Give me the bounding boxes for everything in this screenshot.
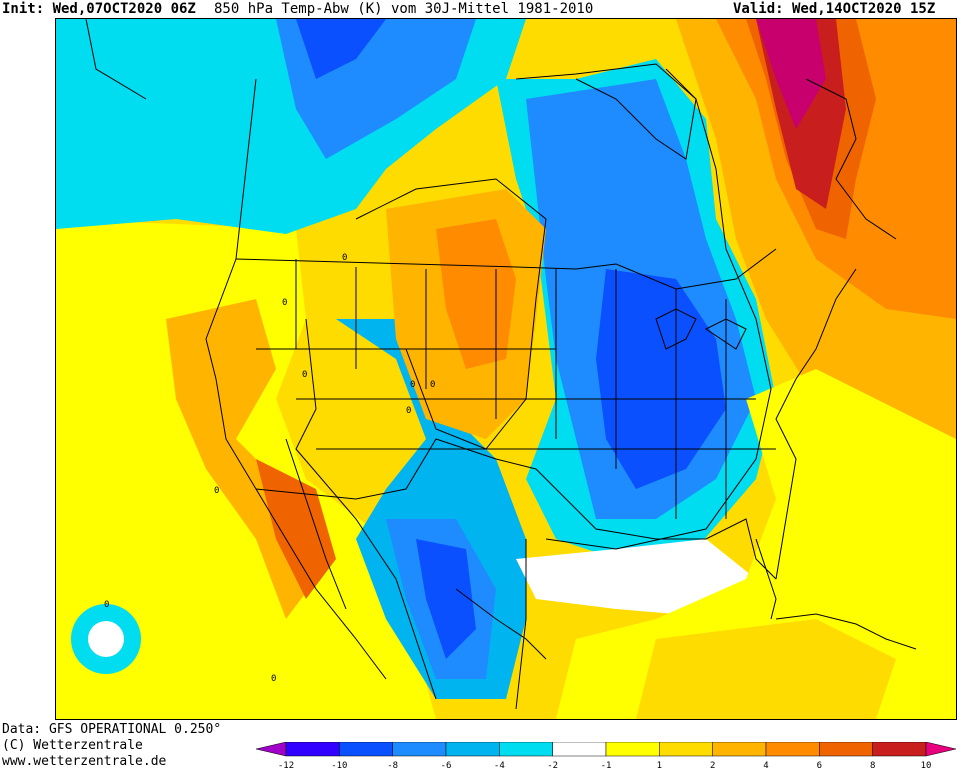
legend-swatch	[765, 741, 820, 757]
contour-labels: 0 0 0 0 0 0 0 0 0	[104, 253, 435, 684]
anomaly-area-pacific-white	[88, 621, 124, 657]
valid-time: Valid: Wed,14OCT2020 15Z	[733, 1, 936, 17]
anomaly-area-mexico-deep	[416, 539, 476, 659]
zero-contours	[85, 19, 772, 710]
data-source: Data: GFS OPERATIONAL 0.250°	[2, 722, 222, 737]
legend-tick-label: 6	[817, 761, 822, 771]
baja-peninsula	[285, 438, 347, 610]
legend-tick-label: 4	[763, 761, 768, 771]
anomaly-area-northwest-deep	[296, 19, 386, 79]
legend-swatch	[712, 741, 767, 757]
mexico-gulf-coast	[455, 588, 547, 660]
legend-swatch	[392, 741, 447, 757]
hudson-bay	[575, 68, 697, 160]
contour-label: 0	[342, 253, 347, 263]
legend-tick-label: -6	[441, 761, 452, 771]
legend-tick-label: -12	[278, 761, 294, 771]
us-canada-border	[235, 248, 777, 290]
legend-tick-label: 1	[657, 761, 662, 771]
temperature-anomaly-map: 0 0 0 0 0 0 0 0 0	[55, 18, 957, 720]
anomaly-area-gulf	[516, 539, 756, 619]
legend-swatch	[819, 741, 873, 757]
anomaly-area-eastcoast	[556, 369, 956, 719]
coastlines-and-borders	[205, 68, 917, 680]
legend-tick-label: -8	[387, 761, 398, 771]
florida	[755, 538, 777, 620]
legend-tick-label: -10	[331, 761, 347, 771]
great-lakes	[655, 308, 747, 350]
map-header: Init: Wed,07OCT2020 06Z 850 hPa Temp-Abw…	[0, 0, 968, 18]
copyright: (C) Wetterzentrale	[2, 738, 143, 753]
legend-tick-label: -1	[601, 761, 612, 771]
legend-tick-label: 8	[870, 761, 875, 771]
legend-tick-label: 2	[710, 761, 715, 771]
contour-label: 0	[271, 674, 276, 684]
canada-islands	[805, 78, 897, 240]
legend-swatch	[872, 741, 927, 757]
gulf-coast	[535, 468, 777, 580]
color-legend-bar: -12-10-8-6-4-2-1124681012	[255, 741, 957, 771]
contour-label: 0	[430, 380, 435, 390]
anomaly-area-atlantic-gold	[636, 619, 896, 719]
legend-tick-label: 10	[921, 761, 932, 771]
legend-swatch	[445, 741, 500, 757]
legend-swatch	[285, 741, 340, 757]
legend-swatch	[552, 741, 607, 757]
map-title: 850 hPa Temp-Abw (K) vom 30J-Mittel 1981…	[214, 1, 594, 17]
color-legend: -12-10-8-6-4-2-1124681012	[255, 741, 957, 778]
legend-swatch	[339, 741, 393, 757]
legend-swatch	[659, 741, 713, 757]
contour-label: 0	[410, 380, 415, 390]
contour-label: 0	[302, 370, 307, 380]
anomaly-area-baja	[256, 459, 336, 599]
contour-label: 0	[104, 600, 109, 610]
legend-swatch	[499, 741, 553, 757]
contour-label: 0	[214, 486, 219, 496]
legend-swatch	[605, 741, 660, 757]
legend-arrow-high	[925, 741, 957, 757]
legend-tick-label: -2	[547, 761, 558, 771]
map-footer: Data: GFS OPERATIONAL 0.250° (C) Wetterz…	[2, 722, 221, 770]
west-coast	[205, 78, 387, 680]
east-coast	[775, 268, 857, 580]
website: www.wetterzentrale.de	[2, 754, 167, 769]
legend-arrow-low	[255, 741, 287, 757]
state-lines	[256, 259, 776, 519]
cuba	[775, 613, 917, 650]
init-time: Init: Wed,07OCT2020 06Z	[2, 1, 196, 17]
contour-label: 0	[282, 298, 287, 308]
legend-tick-label: -4	[494, 761, 505, 771]
us-mexico-border	[255, 438, 537, 500]
anomaly-area-northeast-magenta	[756, 19, 826, 129]
contour-label: 0	[406, 406, 411, 416]
